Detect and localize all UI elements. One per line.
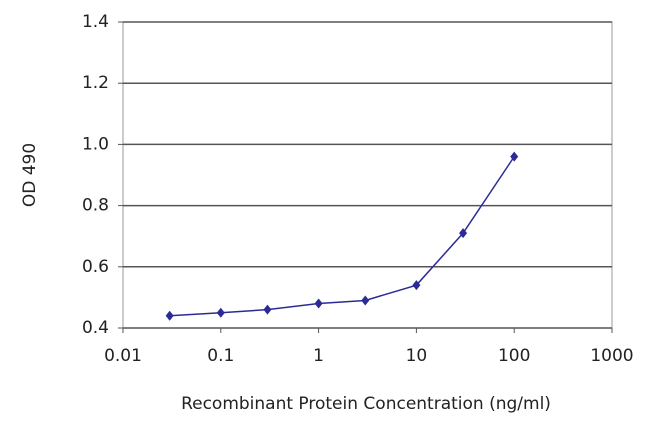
data-point	[510, 151, 519, 162]
x-tick-label: 1000	[590, 346, 633, 366]
x-tick-label: 0.1	[207, 346, 234, 366]
data-point	[361, 295, 370, 306]
data-point	[314, 298, 323, 309]
plot-area	[122, 21, 613, 329]
y-axis-label: OD 490	[20, 143, 40, 207]
data-point	[216, 307, 225, 318]
data-line	[169, 156, 515, 317]
data-point	[165, 310, 174, 321]
y-tick-label: 1.4	[82, 12, 109, 32]
data-point	[263, 304, 272, 315]
data-point	[459, 228, 468, 239]
x-tick-label: 0.01	[104, 346, 142, 366]
y-tick-label: 0.8	[82, 196, 109, 216]
x-tick-label: 100	[498, 346, 530, 366]
x-axis-label: Recombinant Protein Concentration (ng/ml…	[181, 394, 551, 414]
y-tick-label: 0.4	[82, 318, 109, 338]
y-tick-label: 1.2	[82, 73, 109, 93]
x-tick-label: 10	[406, 346, 428, 366]
data-point	[412, 280, 421, 291]
x-tick-label: 1	[313, 346, 324, 366]
y-tick-label: 0.6	[82, 257, 109, 277]
y-tick-label: 1.0	[82, 134, 109, 154]
